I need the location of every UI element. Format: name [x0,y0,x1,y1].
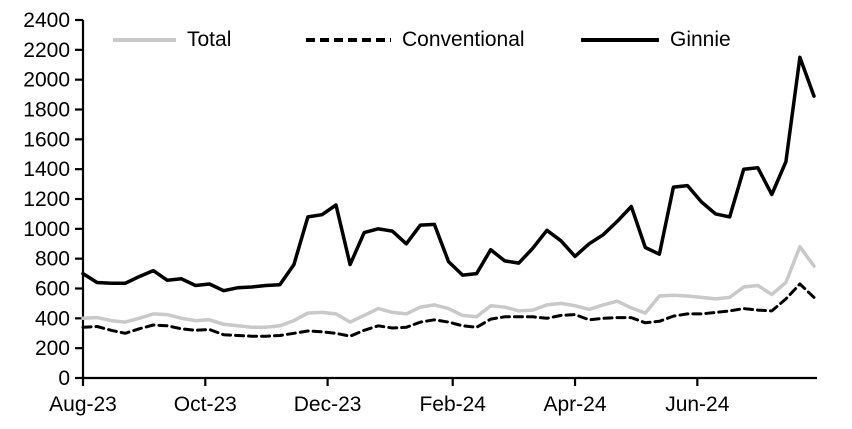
y-axis-tick-label: 800 [35,248,70,271]
x-axis-tick-label: Aug-23 [49,393,117,416]
series-line-ginnie [81,55,816,293]
y-axis-tick-label: 0 [58,367,70,390]
series-line-total [81,244,816,330]
y-axis-tick-label: 400 [35,307,70,330]
y-axis-tick-label: 1400 [23,158,70,181]
y-axis-tick-label: 2400 [23,9,70,32]
axes-lines [81,20,817,380]
x-axis-tick-label: Apr-24 [544,393,607,416]
y-axis-tick-label: 2000 [23,69,70,92]
x-axis-tick-label: Dec-23 [294,393,362,416]
y-axis-tick-label: 1200 [23,188,70,211]
x-axis-tick-label: Feb-24 [419,393,486,416]
y-axis-tick-label: 200 [35,337,70,360]
y-axis-tick-label: 1800 [23,99,70,122]
y-axis-tick-label: 600 [35,278,70,301]
x-axis-tick-label: Oct-23 [174,393,237,416]
y-axis-tick-label: 2200 [23,39,70,62]
y-axis-tick-label: 1600 [23,128,70,151]
x-axis-tick-label: Jun-24 [665,393,730,416]
y-axis-tick-label: 1000 [23,218,70,241]
series-line-conventional [81,282,816,338]
